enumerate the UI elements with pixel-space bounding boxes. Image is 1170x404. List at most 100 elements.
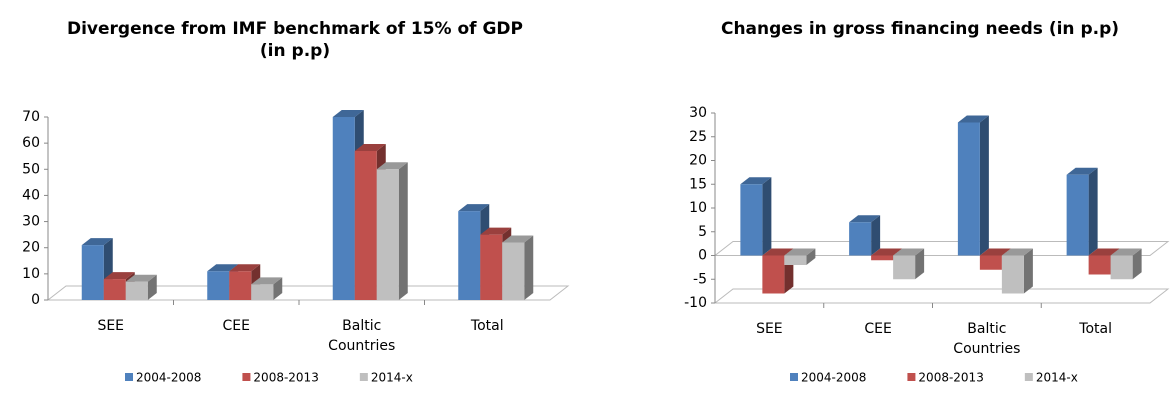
bar-top	[871, 248, 903, 256]
bar-top	[849, 215, 881, 223]
y-tick-label: 60	[22, 135, 40, 151]
floor	[713, 288, 1170, 304]
bar-top	[893, 248, 925, 256]
bar-top	[957, 115, 989, 123]
bar-top	[979, 248, 1011, 256]
y-tick-label: 20	[22, 240, 40, 256]
legend-label: 2004-2008	[801, 371, 866, 385]
bar-top	[762, 248, 794, 256]
x-tick-label: SEE	[97, 318, 125, 334]
x-tick-label: SEE	[756, 321, 783, 337]
bar-top	[207, 264, 239, 272]
y-tick-label: 30	[689, 105, 707, 121]
legend-label: 2008-2013	[253, 371, 318, 385]
bar-top	[1066, 167, 1098, 175]
bar-top	[502, 235, 534, 243]
x-tick-label: CEE	[864, 321, 892, 337]
bar-top	[1110, 248, 1142, 256]
bar-side	[979, 115, 989, 256]
y-tick-label: 5	[698, 224, 707, 240]
bar-top	[740, 177, 772, 185]
bar-top	[251, 277, 283, 285]
legend-swatch	[242, 373, 251, 381]
y-tick-label: 15	[689, 176, 707, 192]
y-tick-label: 25	[689, 129, 707, 145]
legend-label: 2014-x	[371, 371, 413, 385]
y-tick-label: 50	[22, 161, 40, 177]
y-tick-label: 20	[689, 153, 707, 169]
bar-side	[273, 277, 283, 300]
bar-side	[762, 177, 772, 256]
chart-title: Changes in gross financing needs (in p.p…	[720, 19, 1120, 39]
bar-side	[1132, 248, 1142, 280]
bar	[81, 245, 104, 300]
bar	[458, 211, 481, 300]
bar-top	[480, 227, 512, 235]
bar	[849, 222, 872, 256]
y-tick-label: 40	[22, 187, 40, 203]
bar-top	[81, 238, 113, 246]
bar-top	[1001, 248, 1033, 256]
bar	[740, 184, 763, 256]
chart-title: Divergence from IMF benchmark of 15% of …	[66, 19, 524, 61]
legend-label: 2014-x	[1036, 371, 1078, 385]
bar	[332, 117, 355, 300]
bar-top	[458, 204, 490, 212]
legend-label: 2004-2008	[136, 371, 201, 385]
bar	[957, 122, 980, 256]
bar	[1110, 255, 1133, 280]
x-tick-label: Baltic Countries	[953, 321, 1021, 357]
x-tick-label: CEE	[222, 318, 250, 334]
bar-top	[125, 274, 157, 282]
y-tick-label: 0	[698, 248, 707, 264]
bar	[207, 271, 230, 300]
bar	[103, 279, 126, 300]
bar-side	[398, 162, 408, 300]
bar	[354, 150, 377, 300]
y-tick-label: 10	[689, 200, 707, 216]
bar	[229, 271, 252, 300]
x-tick-label: Baltic Countries	[328, 318, 396, 354]
bar	[1001, 255, 1024, 294]
x-tick-label: Total	[1079, 321, 1112, 337]
bar-top	[1088, 248, 1120, 256]
bar	[893, 255, 916, 280]
legend-swatch	[907, 373, 916, 381]
legend-label: 2008-2013	[918, 371, 983, 385]
bar-side	[871, 215, 881, 256]
bar	[1066, 174, 1089, 256]
bar-top	[354, 143, 386, 151]
y-tick-label: -5	[693, 271, 707, 287]
bar	[125, 281, 148, 300]
bar-top	[784, 248, 816, 256]
bar-side	[1088, 167, 1098, 256]
bar	[784, 255, 807, 265]
bar-top	[103, 272, 135, 280]
legend-swatch	[1024, 373, 1033, 381]
y-tick-label: 10	[22, 266, 40, 282]
bar	[979, 255, 1002, 270]
bar-side	[524, 235, 534, 300]
bar	[502, 242, 525, 300]
bar	[251, 284, 274, 300]
y-tick-label: 30	[22, 214, 40, 230]
bar-side	[147, 274, 157, 300]
y-tick-label: -10	[684, 295, 707, 311]
legend-swatch	[790, 373, 798, 381]
legend-swatch	[359, 373, 368, 381]
bar-side	[1023, 248, 1033, 294]
bar-top	[376, 162, 408, 170]
legend-swatch	[125, 373, 133, 381]
bar	[1088, 255, 1111, 275]
bar-side	[915, 248, 925, 280]
bar	[762, 255, 785, 294]
y-tick-label: 70	[22, 109, 40, 125]
x-tick-label: Total	[470, 318, 504, 334]
bar	[871, 255, 894, 261]
bar	[376, 169, 399, 300]
bar-top	[332, 110, 364, 117]
y-tick-label: 0	[31, 292, 40, 308]
bar	[480, 234, 503, 300]
